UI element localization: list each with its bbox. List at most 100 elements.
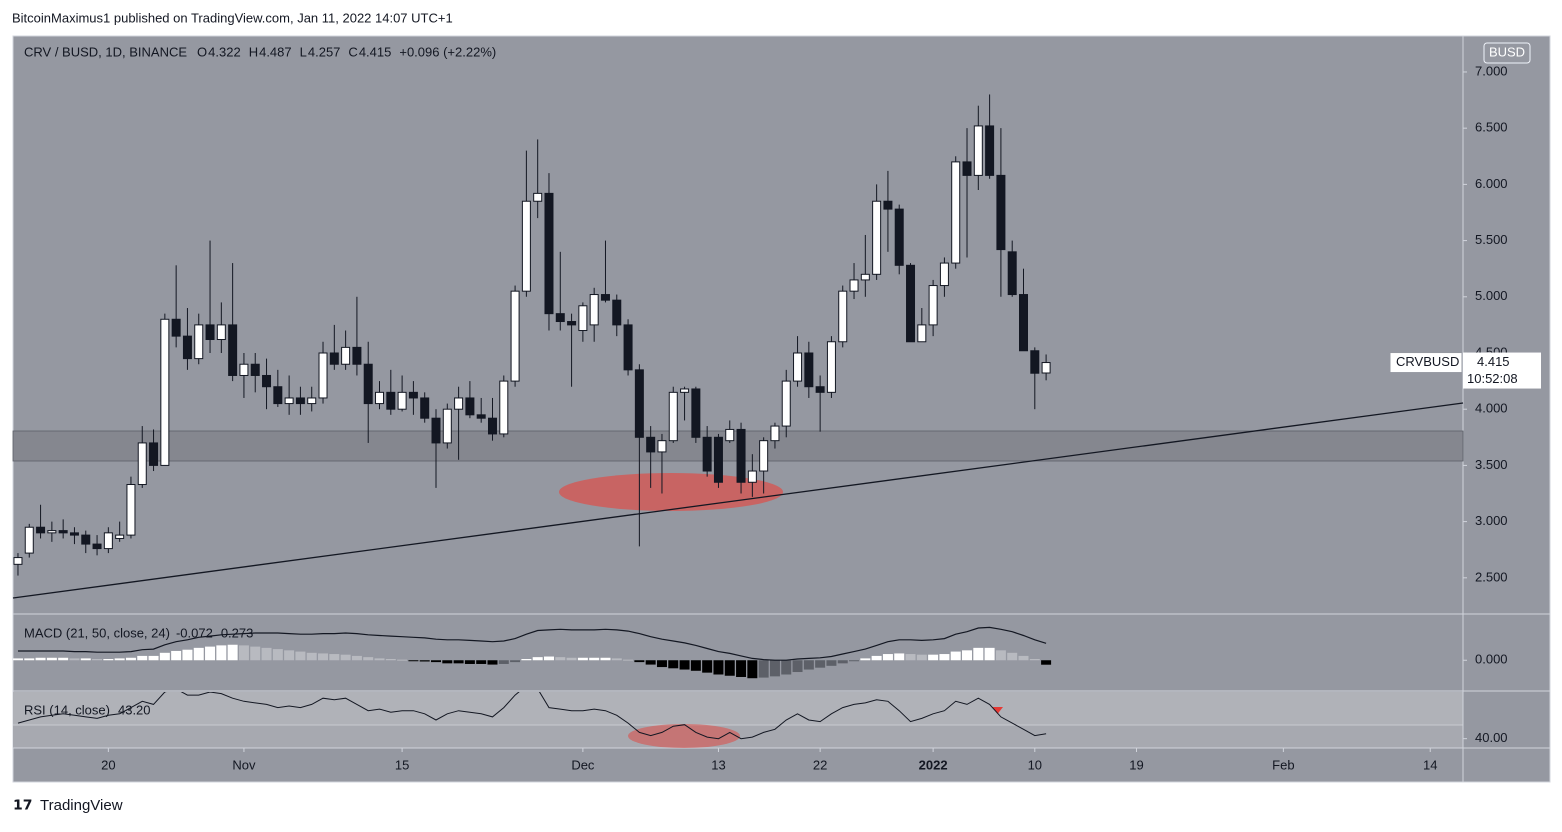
candle-body bbox=[13, 557, 23, 565]
symbol-label: CRV / BUSD, 1D, BINANCE bbox=[24, 44, 187, 59]
candle-body bbox=[996, 174, 1006, 251]
macd-bar bbox=[193, 647, 204, 661]
price-pane bbox=[13, 94, 1051, 576]
macd-bar bbox=[137, 655, 148, 661]
candle-body bbox=[544, 192, 554, 315]
candle-body bbox=[951, 161, 961, 264]
macd-bar bbox=[261, 647, 272, 661]
candle-body bbox=[770, 425, 780, 442]
macd-bar bbox=[92, 659, 103, 661]
macd-bar bbox=[724, 660, 735, 676]
macd-bar bbox=[58, 657, 69, 661]
macd-bar bbox=[227, 644, 238, 661]
macd-bar bbox=[532, 657, 543, 661]
candle-body bbox=[250, 363, 260, 376]
macd-bar bbox=[995, 650, 1006, 661]
candle-body bbox=[397, 391, 407, 410]
candle-body bbox=[578, 305, 588, 332]
macd-bar bbox=[1041, 660, 1052, 665]
macd-bar bbox=[736, 660, 747, 677]
candle-body bbox=[725, 428, 735, 442]
y-tick-label: 3.000 bbox=[1475, 513, 1508, 528]
macd-bar bbox=[645, 660, 656, 665]
candle-body bbox=[781, 380, 791, 427]
macd-bar bbox=[476, 660, 487, 664]
macd-bar bbox=[792, 660, 803, 673]
candle-body bbox=[589, 294, 599, 326]
x-tick-label: 14 bbox=[1423, 757, 1437, 772]
candle-body bbox=[917, 324, 927, 343]
publisher-text: BitcoinMaximus1 published on TradingView… bbox=[12, 10, 453, 25]
ohlc-key: L bbox=[300, 44, 307, 59]
candle-body bbox=[1019, 294, 1029, 352]
macd-bar bbox=[826, 660, 837, 666]
macd-bar bbox=[634, 660, 645, 663]
macd-bar bbox=[690, 660, 701, 671]
candle-body bbox=[126, 484, 136, 536]
ohlc-value: 4.487 bbox=[259, 44, 292, 59]
candle-body bbox=[149, 442, 159, 466]
macd-bar bbox=[431, 660, 442, 663]
macd-bar bbox=[611, 658, 622, 661]
rsi-band bbox=[13, 692, 1463, 725]
legend: CRV / BUSD, 1D, BINANCE O 4.322 H 4.487 L 4.25… bbox=[24, 44, 496, 717]
macd-bar bbox=[385, 659, 396, 661]
candle-body bbox=[1007, 251, 1017, 296]
candle-body bbox=[815, 386, 825, 393]
macd-bar bbox=[543, 656, 554, 661]
x-tick-label: 15 bbox=[395, 757, 409, 772]
macd-bar bbox=[272, 649, 283, 661]
macd-bar bbox=[758, 660, 769, 678]
candle-body bbox=[375, 391, 385, 405]
candle-body bbox=[205, 324, 215, 341]
macd-bar bbox=[238, 645, 249, 661]
macd-bar bbox=[453, 660, 464, 664]
rsi-highlight bbox=[628, 724, 740, 748]
macd-bar bbox=[713, 660, 724, 675]
candle-body bbox=[1041, 362, 1051, 374]
macd-bar bbox=[363, 657, 374, 661]
macd-bar bbox=[442, 660, 453, 664]
candle-body bbox=[680, 388, 690, 393]
x-tick-label: 13 bbox=[711, 757, 725, 772]
candle-body bbox=[747, 470, 757, 483]
macd-bar bbox=[668, 660, 679, 669]
macd-bar bbox=[419, 660, 430, 662]
macd-bar bbox=[984, 647, 995, 661]
candle-body bbox=[408, 391, 418, 399]
macd-bar bbox=[747, 660, 758, 679]
macd-bar bbox=[80, 658, 91, 661]
candle-body bbox=[228, 324, 238, 376]
macd-bar bbox=[351, 655, 362, 661]
macd-bar bbox=[182, 649, 193, 661]
macd-bar bbox=[284, 650, 295, 661]
candle-body bbox=[894, 208, 904, 266]
candle-body bbox=[499, 380, 509, 435]
macd-bar bbox=[250, 646, 261, 661]
y-tick-label: 5.500 bbox=[1475, 232, 1508, 247]
macd-bar bbox=[408, 660, 419, 662]
macd-bar bbox=[295, 651, 306, 661]
macd-bar bbox=[849, 660, 860, 662]
macd-bar bbox=[487, 660, 498, 665]
macd-bar bbox=[1007, 652, 1018, 661]
macd-bar bbox=[205, 646, 216, 661]
y-tick-label: 6.000 bbox=[1475, 176, 1508, 191]
macd-bar bbox=[905, 654, 916, 661]
candle-body bbox=[849, 279, 859, 292]
macd-bar bbox=[916, 654, 927, 661]
candle-body bbox=[567, 321, 577, 326]
candle-body bbox=[713, 436, 723, 483]
macd-bar bbox=[600, 657, 611, 661]
y-tick-label: 3.500 bbox=[1475, 457, 1508, 472]
candle-body bbox=[103, 532, 113, 550]
macd-bar bbox=[1029, 659, 1040, 661]
macd-bar bbox=[803, 660, 814, 670]
y-tick-label: 0.000 bbox=[1475, 652, 1508, 667]
candle-body bbox=[363, 363, 373, 405]
x-tick-label: 10 bbox=[1028, 757, 1042, 772]
macd-bar bbox=[374, 658, 385, 661]
macd-bar bbox=[159, 652, 170, 661]
candle-body bbox=[872, 200, 882, 275]
macd-bar bbox=[679, 660, 690, 670]
